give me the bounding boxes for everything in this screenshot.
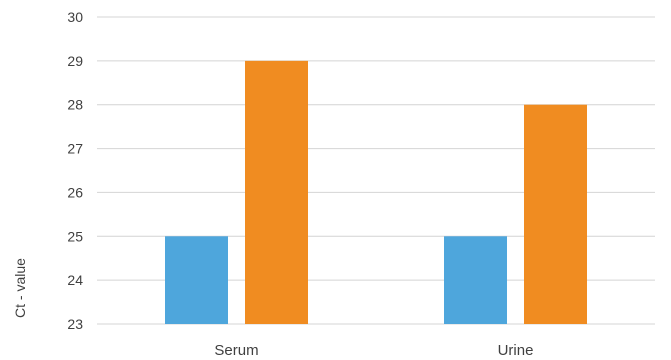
- y-tick-label: 25: [67, 228, 83, 244]
- y-tick-label: 23: [67, 316, 83, 332]
- y-tick-label: 30: [67, 9, 83, 25]
- y-tick-label: 26: [67, 184, 83, 200]
- bar-urine-1: [444, 236, 507, 324]
- y-tick-label: 27: [67, 141, 83, 157]
- bar-serum-2: [245, 61, 308, 324]
- y-axis-title: Ct - value: [12, 258, 28, 318]
- bar-serum-1: [165, 236, 228, 324]
- y-tick-label: 24: [67, 272, 83, 288]
- y-tick-label: 28: [67, 97, 83, 113]
- x-axis-categories: Serum Urine: [214, 342, 533, 359]
- x-category-label: Serum: [214, 342, 258, 359]
- y-tick-label: 29: [67, 53, 83, 69]
- bar-urine-2: [524, 105, 587, 324]
- y-axis-ticks: 23 24 25 26 27 28 29 30: [67, 9, 83, 332]
- x-category-label: Urine: [498, 342, 534, 359]
